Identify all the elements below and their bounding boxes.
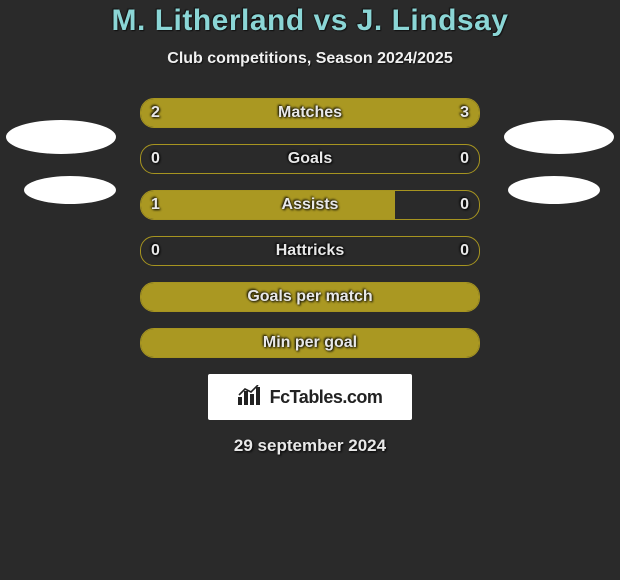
logo-box: FcTables.com: [208, 374, 412, 420]
side-ellipse: [24, 176, 116, 204]
bar-track: Assists10: [140, 190, 480, 220]
side-ellipse: [508, 176, 600, 204]
bar-track: Matches23: [140, 98, 480, 128]
stat-label: Goals: [141, 150, 479, 168]
bar-right: [276, 99, 479, 127]
bar-left: [141, 283, 479, 311]
stat-value-left: 2: [151, 104, 160, 122]
stat-row: Hattricks0 0: [0, 236, 620, 266]
side-ellipse: [504, 120, 614, 154]
bar-track: Min per goal: [140, 328, 480, 358]
stat-value-right: 0: [460, 242, 469, 260]
bar-track: Goals per match: [140, 282, 480, 312]
stat-value-left: 0: [151, 242, 160, 260]
date-label: 29 september 2024: [0, 436, 620, 456]
subtitle: Club competitions, Season 2024/2025: [0, 50, 620, 68]
bar-left: [141, 99, 276, 127]
stat-row: Goals per match: [0, 282, 620, 312]
stat-value-right: 3: [460, 104, 469, 122]
page-title: M. Litherland vs J. Lindsay: [0, 4, 620, 38]
bar-left: [141, 329, 479, 357]
chart-container: M. Litherland vs J. Lindsay Club competi…: [0, 0, 620, 580]
stat-value-left: 0: [151, 150, 160, 168]
stat-label: Hattricks: [141, 242, 479, 260]
side-ellipse: [6, 120, 116, 154]
bar-left: [141, 191, 395, 219]
chart-icon: [238, 385, 264, 410]
stat-value-right: 0: [460, 150, 469, 168]
stat-row: Min per goal: [0, 328, 620, 358]
stat-value-right: 0: [460, 196, 469, 214]
stat-value-left: 1: [151, 196, 160, 214]
bar-track: Hattricks0 0: [140, 236, 480, 266]
logo-text: FcTables.com: [270, 387, 383, 408]
bar-track: Goals0 0: [140, 144, 480, 174]
